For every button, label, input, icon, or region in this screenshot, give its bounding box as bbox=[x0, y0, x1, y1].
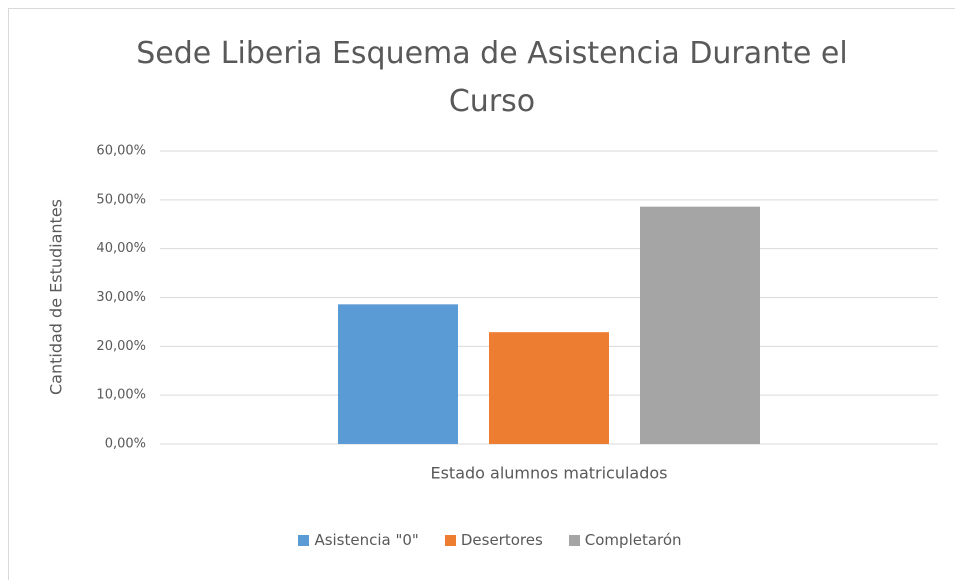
chart-border bbox=[8, 8, 955, 580]
bar bbox=[640, 206, 760, 444]
legend-item: Asistencia "0" bbox=[298, 531, 419, 549]
y-tick-label: 60,00% bbox=[96, 144, 146, 159]
legend-item: Desertores bbox=[444, 531, 543, 549]
y-tick-label: 30,00% bbox=[96, 290, 146, 305]
y-tick-label: 0,00% bbox=[105, 437, 146, 452]
legend-swatch bbox=[568, 534, 580, 546]
y-tick-label: 10,00% bbox=[96, 388, 146, 403]
y-tick-label: 40,00% bbox=[96, 241, 146, 256]
y-tick-label: 20,00% bbox=[96, 339, 146, 354]
chart-title: Sede Liberia Esquema de Asistencia Duran… bbox=[136, 36, 848, 119]
legend-swatch bbox=[444, 534, 456, 546]
legend-label: Desertores bbox=[460, 531, 543, 549]
y-axis-label: Cantidad de Estudiantes bbox=[47, 199, 66, 395]
legend-label: Completarón bbox=[584, 531, 682, 549]
bar bbox=[338, 304, 458, 444]
bar bbox=[489, 332, 609, 444]
legend-swatch bbox=[298, 534, 310, 546]
x-axis-label: Estado alumnos matriculados bbox=[430, 464, 667, 483]
legend-item: Completarón bbox=[568, 531, 682, 549]
legend: Asistencia "0" Desertores Completarón bbox=[0, 531, 955, 549]
legend-label: Asistencia "0" bbox=[314, 531, 419, 549]
y-tick-label: 50,00% bbox=[96, 192, 146, 207]
